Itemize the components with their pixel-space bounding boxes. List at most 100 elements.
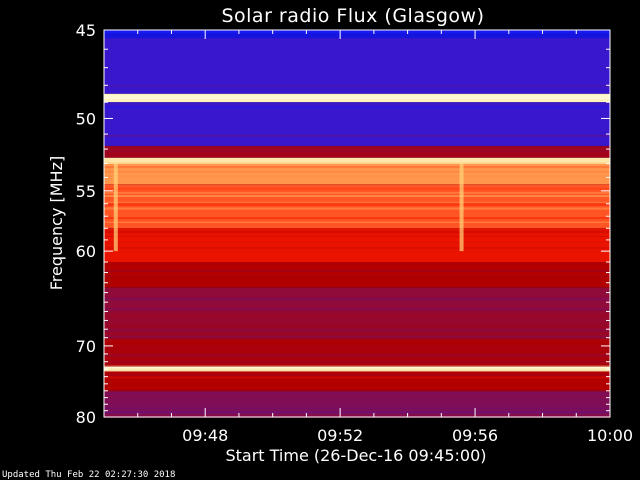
y-tick-label: 80 (76, 408, 96, 427)
speckle-line (104, 206, 610, 208)
plot-frame (103, 29, 611, 418)
frequency-band (104, 146, 610, 158)
speckle-line (104, 158, 610, 161)
speckle-line (104, 341, 610, 343)
chart-title: Solar radio Flux (Glasgow) (221, 5, 484, 27)
speckle-line (104, 239, 610, 241)
speckle-line (104, 364, 610, 367)
speckle-line (104, 207, 610, 210)
speckle-line (104, 296, 610, 299)
speckle-line (104, 381, 610, 383)
y-tick-label: 55 (76, 182, 96, 201)
speckle-line (104, 385, 610, 388)
speckle-line (104, 230, 610, 232)
speckle-line (104, 217, 610, 219)
speckle-line (104, 269, 610, 272)
bright-line (104, 95, 610, 100)
speckle-line (104, 166, 610, 169)
speckle-line (104, 187, 610, 190)
speckle-line (104, 173, 610, 176)
speckle-line (104, 106, 610, 109)
frequency-band (104, 102, 610, 147)
x-tick-label: 09:56 (452, 426, 498, 445)
speckle-line (104, 144, 610, 147)
x-axis-ticks: 09:48 09:52 09:56 10:00 (137, 30, 633, 445)
speckle-line (104, 376, 610, 379)
speckle-line (104, 337, 610, 339)
speckle-line (104, 205, 610, 208)
speckle-line (104, 273, 610, 276)
speckle-line (104, 323, 610, 325)
frequency-band (104, 228, 610, 263)
speckle-line (104, 203, 610, 206)
speckle-line (104, 161, 610, 163)
speckle-line (104, 404, 610, 406)
speckle-line (104, 390, 610, 392)
speckle-line (104, 396, 610, 398)
speckle-line (104, 33, 610, 36)
frequency-band (104, 157, 610, 164)
speckle-line (104, 331, 610, 333)
speckle-line (104, 201, 610, 203)
speckle-line (104, 298, 610, 301)
speckle-line (104, 104, 610, 107)
speckle-line (104, 415, 610, 417)
speckle-line (104, 370, 610, 372)
y-tick-label: 45 (76, 21, 96, 40)
frequency-bands (104, 30, 610, 417)
speckle-line (104, 175, 610, 177)
x-tick-label: 09:52 (317, 426, 363, 445)
speckle-line (104, 36, 610, 39)
x-tick-label: 10:00 (587, 426, 633, 445)
speckle-line (104, 374, 610, 377)
x-axis-label: Start Time (26-Dec-16 09:45:00) (225, 446, 486, 465)
burst-markers (113, 163, 464, 252)
speckle-line (104, 411, 610, 413)
speckle-line (104, 150, 610, 152)
speckle-line (104, 369, 610, 371)
speckle-line (104, 134, 610, 137)
y-axis-ticks: 45 50 55 60 70 80 (76, 21, 610, 427)
speckle-line (104, 332, 610, 334)
speckle-line (104, 326, 610, 329)
speckle-line (104, 387, 610, 389)
speckle-line (104, 231, 610, 234)
updated-timestamp: Updated Thu Feb 22 02:27:30 2018 (2, 470, 175, 480)
burst-marker (459, 163, 464, 252)
speckle-line (104, 155, 610, 157)
speckle-line (104, 328, 610, 331)
burst-marker (113, 163, 118, 252)
speckle-line (104, 191, 610, 194)
speckle-line (104, 395, 610, 397)
y-tick-label: 50 (76, 109, 96, 128)
speckle-line (104, 232, 610, 234)
speckle-line (104, 367, 610, 369)
speckle-line (104, 171, 610, 173)
speckle-line (104, 367, 610, 370)
speckle-line (104, 401, 610, 403)
speckle-line (104, 349, 610, 352)
speckle-line (104, 354, 610, 357)
speckle-line (104, 275, 610, 277)
speckle-line (104, 361, 610, 363)
y-axis-label: Frequency [MHz] (47, 156, 66, 290)
frequency-band (104, 37, 610, 94)
frequency-band (104, 390, 610, 417)
speckle-line (104, 308, 610, 311)
y-tick-label: 70 (76, 337, 96, 356)
speckle-line (104, 315, 610, 317)
x-tick-label: 09:48 (182, 426, 228, 445)
speckle-line (104, 235, 610, 237)
speckle-line (104, 246, 610, 249)
speckle-line (104, 406, 610, 409)
speckle-line (104, 195, 610, 198)
speckle-line (104, 266, 610, 268)
speckle-line (104, 85, 610, 87)
signal-speckle (104, 33, 610, 419)
speckle-line (104, 241, 610, 244)
y-tick-label: 60 (76, 242, 96, 261)
speckle-line (104, 221, 610, 223)
speckle-line (104, 344, 610, 346)
speckle-line (104, 341, 610, 344)
